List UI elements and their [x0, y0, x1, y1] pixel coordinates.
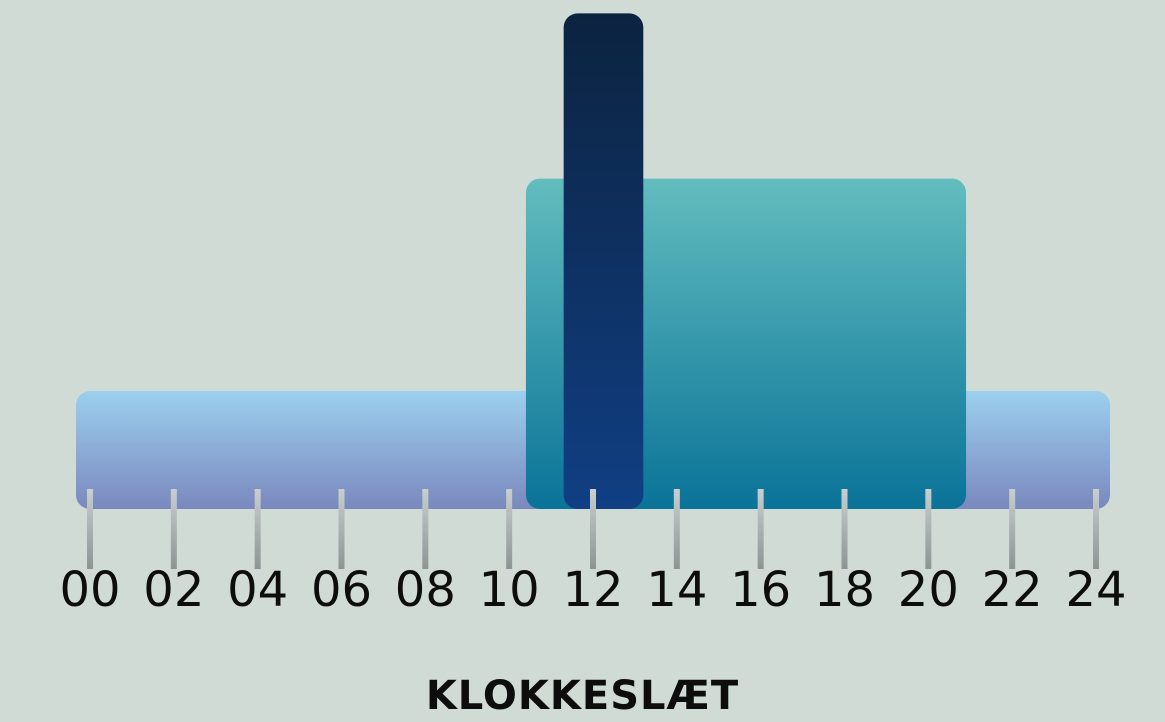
x-tick-mark — [1009, 489, 1016, 569]
x-tick-label: 10 — [479, 562, 540, 618]
x-tick-mark — [170, 489, 177, 569]
x-tick-mark — [1093, 489, 1099, 569]
x-tick-label: 24 — [1065, 562, 1126, 618]
band-midday-peak — [563, 13, 644, 510]
x-tick-mark — [673, 489, 680, 569]
x-tick-label: 16 — [730, 562, 791, 618]
x-tick-label: 20 — [898, 562, 959, 618]
x-tick-mark — [757, 489, 764, 569]
x-tick-mark — [254, 489, 261, 569]
x-tick-label: 14 — [646, 562, 707, 618]
x-tick-mark — [338, 489, 345, 569]
x-tick-mark — [506, 489, 513, 569]
bands-layer — [76, 13, 1110, 510]
x-tick-label: 00 — [59, 562, 120, 618]
x-tick-label: 18 — [814, 562, 875, 618]
x-tick-label: 04 — [227, 562, 288, 618]
x-axis-title: KLOKKESLÆT — [425, 673, 740, 719]
x-tick-label: 22 — [982, 562, 1043, 618]
x-tick-label: 08 — [395, 562, 456, 618]
x-tick-mark — [841, 489, 848, 569]
x-tick-label: 12 — [562, 562, 623, 618]
x-tick-mark — [422, 489, 429, 569]
x-tick-mark — [87, 489, 93, 569]
ticks-layer — [87, 489, 1099, 569]
x-tick-mark — [925, 489, 932, 569]
tick-labels-layer: 00 02 04 06 08 10 12 14 16 18 20 22 24 — [59, 562, 1126, 618]
x-tick-label: 06 — [311, 562, 372, 618]
x-tick-mark — [590, 489, 596, 569]
x-tick-label: 02 — [143, 562, 204, 618]
